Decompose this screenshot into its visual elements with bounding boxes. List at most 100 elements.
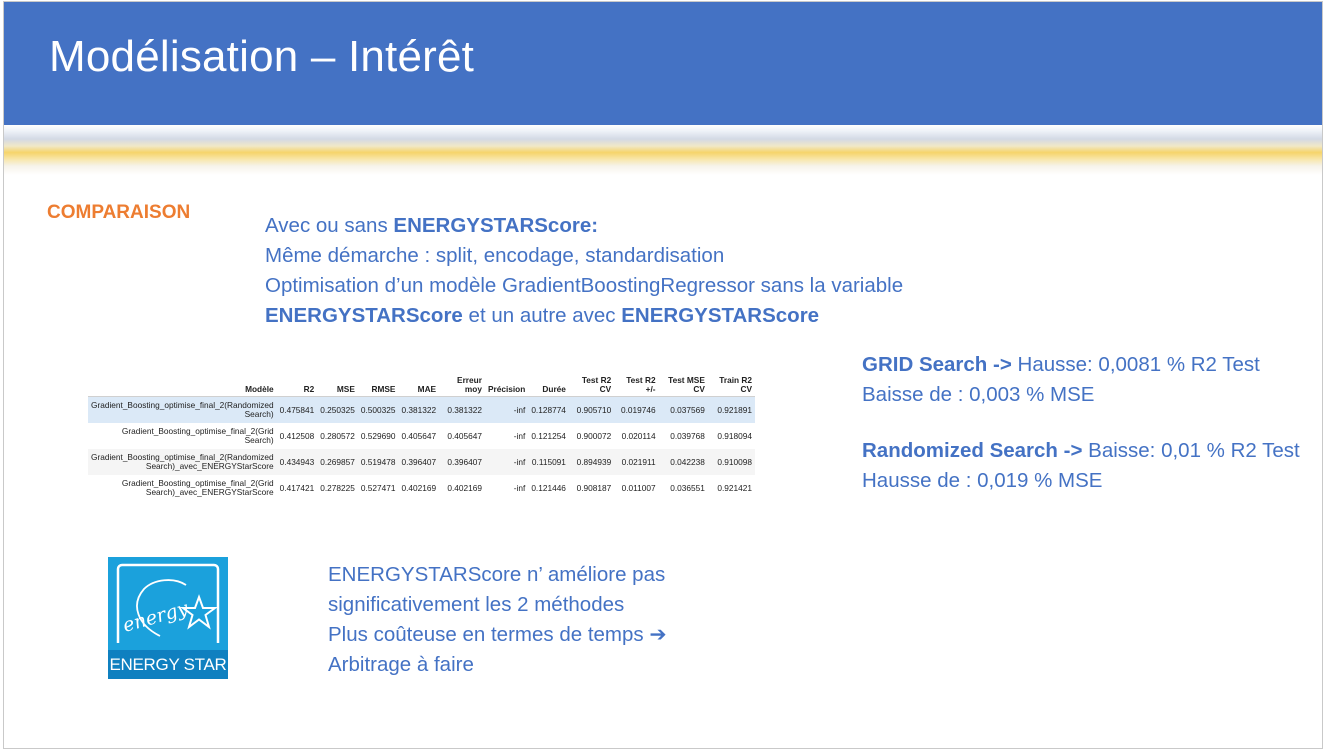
randomized-search-result: Randomized Search -> Baisse: 0,01 % R2 T… [862,436,1302,496]
table-cell: 0.894939 [568,449,615,475]
table-cell: 0.396407 [439,449,485,475]
randomized-search-mse: Hausse de : 0,019 % MSE [862,469,1103,492]
grid-search-mse: Baisse de : 0,003 % MSE [862,383,1095,406]
grid-search-r2: Hausse: 0,0081 % R2 Test [1017,353,1260,376]
table-row: Gradient_Boosting_optimise_final_2(Rando… [88,449,755,475]
table-cell: 0.405647 [439,423,485,449]
table-cell: Gradient_Boosting_optimise_final_2(Grid … [88,423,277,449]
table-cell: 0.529690 [357,423,399,449]
table-cell: 0.921421 [707,475,755,501]
table-cell: -inf [484,423,529,449]
table-cell: 0.019746 [614,396,659,423]
table-cell: 0.434943 [276,449,318,475]
table-cell: 0.417421 [276,475,318,501]
decorative-stripe [4,125,1322,175]
table-cell: 0.918094 [707,423,755,449]
table-cell: 0.519478 [357,449,399,475]
table-cell: 0.128774 [528,396,569,423]
table-header-row: Modèle R2 MSE RMSE MAE Erreur moy Précis… [88,368,755,397]
table-cell: 0.121446 [528,475,569,501]
intro-line-1-bold: ENERGYSTARScore: [393,214,599,237]
column-header: RMSE [357,368,399,397]
table-cell: 0.381322 [439,396,485,423]
table-cell: 0.011007 [614,475,659,501]
column-header: Test R2 CV [568,368,615,397]
table-cell: 0.021911 [614,449,659,475]
table-cell: 0.402169 [398,475,440,501]
energy-star-logo: energy ENERGY STAR [108,557,228,679]
intro-line-4-bold-2: ENERGYSTARScore [621,304,820,327]
table-cell: 0.412508 [276,423,318,449]
header-bar: Modélisation – Intérêt [4,2,1322,125]
column-header: MAE [398,368,440,397]
table-cell: -inf [484,475,529,501]
column-header: MSE [317,368,358,397]
slide-title: Modélisation – Intérêt [49,32,475,81]
table-cell: 0.037569 [658,396,708,423]
table-cell: 0.115091 [528,449,569,475]
energy-star-icon: energy [116,563,220,643]
energy-star-logo-text: ENERGY STAR [109,655,227,674]
intro-line-3: Optimisation d’un modèle GradientBoostin… [265,274,904,297]
conclusion-line-2: significativement les 2 méthodes [328,593,625,616]
table-cell: 0.121254 [528,423,569,449]
column-header: Test MSE CV [658,368,708,397]
randomized-search-arrow: -> [1057,439,1089,462]
table-row: Gradient_Boosting_optimise_final_2(Grid … [88,423,755,449]
column-header: R2 [276,368,318,397]
table-cell: 0.500325 [357,396,399,423]
intro-line-1-prefix: Avec ou sans [265,214,394,237]
table-cell: 0.381322 [398,396,440,423]
intro-line-2: Même démarche : split, encodage, standar… [265,244,725,267]
column-header: Précision [484,368,529,397]
table-cell: 0.396407 [398,449,440,475]
grid-search-label: GRID Search [862,353,988,376]
section-label: COMPARAISON [47,202,191,223]
table-row: Gradient_Boosting_optimise_final_2(Rando… [88,396,755,423]
table-cell: 0.042238 [658,449,708,475]
results-table: Modèle R2 MSE RMSE MAE Erreur moy Précis… [88,368,755,501]
grid-search-arrow: -> [987,353,1018,376]
column-header: Train R2 CV [707,368,755,397]
table-cell: -inf [484,396,529,423]
table-cell: 0.910098 [707,449,755,475]
table-cell: 0.905710 [568,396,615,423]
conclusion-line-1: ENERGYSTARScore n’ améliore pas [328,563,666,586]
table-cell: 0.405647 [398,423,440,449]
results-summary: GRID Search -> Hausse: 0,0081 % R2 Test … [862,350,1302,522]
intro-line-4: ENERGYSTARScore et un autre avec ENERGYS… [265,301,903,331]
table-cell: 0.908187 [568,475,615,501]
table-cell: 0.020114 [614,423,659,449]
logo-band [108,650,228,679]
conclusion-line-4: Arbitrage à faire [328,653,474,676]
grid-search-result: GRID Search -> Hausse: 0,0081 % R2 Test … [862,350,1302,410]
table-cell: Gradient_Boosting_optimise_final_2(Rando… [88,449,277,475]
randomized-search-label: Randomized Search [862,439,1058,462]
table-cell: 0.921891 [707,396,755,423]
table-cell: 0.527471 [357,475,399,501]
table-cell: 0.900072 [568,423,615,449]
table-cell: -inf [484,449,529,475]
table-cell: 0.402169 [439,475,485,501]
intro-line-4-bold-1: ENERGYSTARScore [265,304,463,327]
table-cell: Gradient_Boosting_optimise_final_2(Grid … [88,475,277,501]
column-header: Test R2 +/- [614,368,659,397]
table-cell: 0.250325 [317,396,358,423]
table-cell: 0.269857 [317,449,358,475]
column-header: Modèle [88,368,277,397]
table-cell: 0.280572 [317,423,358,449]
randomized-search-r2: Baisse: 0,01 % R2 Test [1088,439,1300,462]
energy-script-text: energy [120,597,190,637]
table-cell: Gradient_Boosting_optimise_final_2(Rando… [88,396,277,423]
conclusion-line-3: Plus coûteuse en termes de temps ➔ [328,623,667,646]
table-cell: 0.036551 [658,475,708,501]
table-row: Gradient_Boosting_optimise_final_2(Grid … [88,475,755,501]
column-header: Erreur moy [439,368,485,397]
intro-text: Avec ou sans ENERGYSTARScore: Même démar… [265,211,903,331]
table-cell: 0.039768 [658,423,708,449]
intro-line-4-mid: et un autre avec [462,304,622,327]
conclusion-text: ENERGYSTARScore n’ améliore pas signific… [328,560,667,680]
column-header: Durée [528,368,569,397]
intro-line-1: Avec ou sans ENERGYSTARScore: [265,211,903,241]
table-cell: 0.475841 [276,396,318,423]
